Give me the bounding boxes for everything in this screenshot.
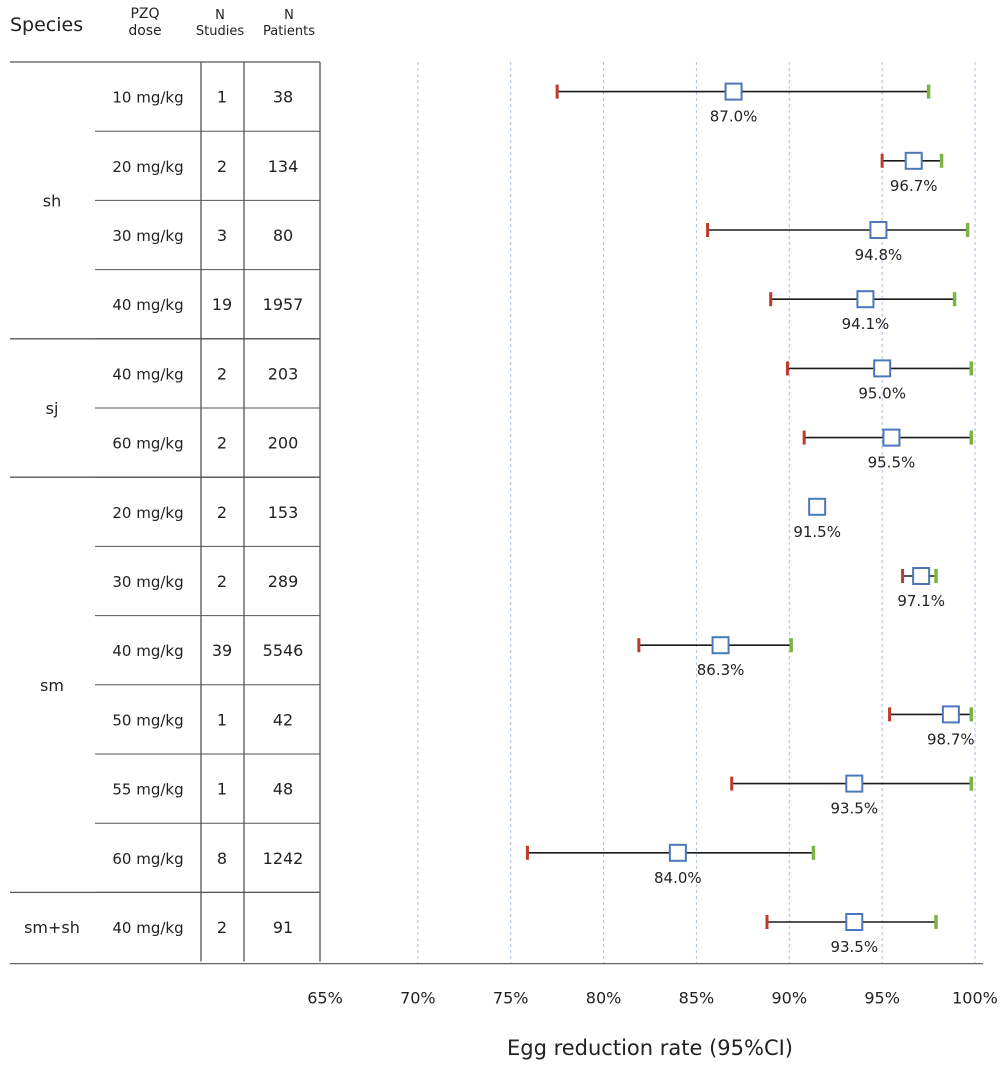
header-n-studies-line2: Studies bbox=[195, 24, 245, 39]
dose-cell: 50 mg/kg bbox=[112, 711, 183, 729]
patients-cell: 38 bbox=[273, 88, 293, 107]
header-pzq-dose-line1: PZQ bbox=[130, 6, 160, 22]
studies-cell: 2 bbox=[217, 157, 227, 176]
estimate-label: 94.8% bbox=[855, 246, 903, 264]
x-tick-label: 80% bbox=[586, 989, 622, 1008]
studies-cell: 1 bbox=[217, 88, 227, 107]
patients-cell: 200 bbox=[268, 434, 299, 453]
header-n-patients-line1: N bbox=[284, 8, 294, 23]
x-tick-label: 65% bbox=[307, 989, 343, 1008]
estimate-marker bbox=[808, 497, 827, 516]
patients-cell: 5546 bbox=[263, 641, 304, 660]
studies-cell: 2 bbox=[217, 364, 227, 383]
estimate-marker bbox=[856, 290, 875, 309]
dose-cell: 60 mg/kg bbox=[112, 435, 183, 453]
estimate-label: 96.7% bbox=[890, 177, 938, 195]
patients-cell: 203 bbox=[268, 364, 299, 383]
estimate-marker bbox=[668, 843, 687, 862]
header-species: Species bbox=[10, 14, 84, 36]
estimate-marker bbox=[873, 359, 892, 378]
dose-cell: 10 mg/kg bbox=[112, 89, 183, 107]
estimate-label: 93.5% bbox=[830, 800, 878, 818]
estimate-label: 94.1% bbox=[842, 315, 890, 333]
x-tick-label: 100% bbox=[952, 989, 998, 1008]
header-pzq-dose: PZQ dose bbox=[116, 6, 174, 40]
studies-cell: 19 bbox=[212, 295, 232, 314]
estimate-marker bbox=[845, 774, 864, 793]
header-n-studies-line1: N bbox=[215, 8, 225, 23]
estimate-label: 91.5% bbox=[793, 523, 841, 541]
estimate-label: 97.1% bbox=[897, 592, 945, 610]
dose-cell: 40 mg/kg bbox=[112, 296, 183, 314]
header-pzq-dose-line2: dose bbox=[128, 23, 162, 39]
estimate-label: 95.5% bbox=[868, 454, 916, 472]
x-tick-label: 85% bbox=[679, 989, 715, 1008]
dose-cell: 30 mg/kg bbox=[112, 227, 183, 245]
estimate-label: 98.7% bbox=[927, 730, 975, 748]
estimate-label: 95.0% bbox=[858, 384, 906, 402]
dose-cell: 40 mg/kg bbox=[112, 365, 183, 383]
species-label: sm+sh bbox=[24, 918, 80, 937]
patients-cell: 80 bbox=[273, 226, 293, 245]
studies-cell: 39 bbox=[212, 641, 232, 660]
estimate-marker bbox=[711, 636, 730, 655]
dose-cell: 40 mg/kg bbox=[112, 919, 183, 937]
patients-cell: 48 bbox=[273, 780, 293, 799]
estimate-marker bbox=[912, 567, 931, 585]
studies-cell: 1 bbox=[217, 710, 227, 729]
estimate-marker bbox=[869, 221, 888, 239]
studies-cell: 2 bbox=[217, 503, 227, 522]
x-axis-label: Egg reduction rate (95%CI) bbox=[506, 1036, 794, 1060]
dose-cell: 20 mg/kg bbox=[112, 504, 183, 522]
dose-cell: 20 mg/kg bbox=[112, 158, 183, 176]
header-n-patients-line2: Patients bbox=[262, 24, 316, 39]
patients-cell: 1242 bbox=[263, 849, 304, 868]
dose-cell: 55 mg/kg bbox=[112, 781, 183, 799]
patients-cell: 91 bbox=[273, 918, 293, 937]
x-tick-label: 70% bbox=[400, 989, 436, 1008]
dose-cell: 60 mg/kg bbox=[112, 850, 183, 868]
dose-cell: 40 mg/kg bbox=[112, 642, 183, 660]
species-label: sj bbox=[46, 399, 59, 418]
studies-cell: 8 bbox=[217, 849, 227, 868]
species-label: sm bbox=[40, 676, 64, 695]
x-tick-label: 95% bbox=[864, 989, 900, 1008]
species-label: sh bbox=[43, 191, 61, 210]
studies-cell: 3 bbox=[217, 226, 227, 245]
estimate-marker bbox=[904, 151, 923, 170]
header-n-studies: N Studies bbox=[190, 8, 250, 40]
x-tick-label: 90% bbox=[772, 989, 808, 1008]
patients-cell: 1957 bbox=[263, 295, 304, 314]
header-n-patients: N Patients bbox=[254, 8, 324, 40]
studies-cell: 2 bbox=[217, 572, 227, 591]
patients-cell: 153 bbox=[268, 503, 299, 522]
patients-cell: 134 bbox=[268, 157, 299, 176]
x-tick-label: 75% bbox=[493, 989, 529, 1008]
estimate-marker bbox=[941, 705, 960, 724]
patients-cell: 289 bbox=[268, 572, 299, 591]
dose-cell: 30 mg/kg bbox=[112, 573, 183, 591]
estimate-marker bbox=[882, 428, 901, 447]
estimate-label: 84.0% bbox=[654, 869, 702, 887]
estimate-marker bbox=[724, 82, 743, 101]
estimate-label: 93.5% bbox=[830, 938, 878, 956]
studies-cell: 2 bbox=[217, 918, 227, 937]
studies-cell: 1 bbox=[217, 780, 227, 799]
estimate-marker bbox=[845, 913, 864, 931]
estimate-label: 87.0% bbox=[710, 108, 758, 126]
studies-cell: 2 bbox=[217, 434, 227, 453]
estimate-label: 86.3% bbox=[697, 661, 745, 679]
patients-cell: 42 bbox=[273, 710, 293, 729]
